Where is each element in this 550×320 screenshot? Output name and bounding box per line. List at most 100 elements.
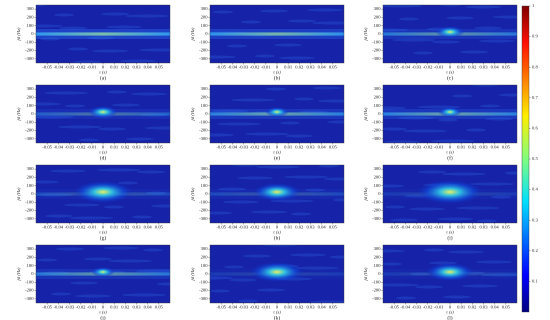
speckle: [97, 168, 141, 172]
y-axis-label: fd (Hz): [190, 27, 195, 40]
y-tick-label: 200: [201, 14, 209, 19]
y-tick-label: -100: [372, 199, 381, 204]
colorbar-tick-label: 1: [532, 3, 535, 8]
y-tick-label: 0: [31, 271, 34, 276]
speckle: [36, 24, 63, 28]
speckle: [126, 137, 154, 141]
y-tick-label: -200: [25, 208, 34, 213]
speckle: [399, 17, 419, 21]
y-tick-label: 300: [374, 86, 382, 91]
speckle: [318, 99, 344, 103]
x-axis-label: τ (s): [99, 310, 107, 315]
speckle: [470, 182, 514, 186]
speckle: [260, 9, 288, 13]
x-tick-label: 0.01: [457, 65, 466, 70]
x-tick-label: 0.03: [479, 225, 488, 230]
x-tick-label: -0.05: [42, 305, 52, 310]
speckle: [413, 51, 433, 55]
x-tick-label: -0.04: [228, 145, 238, 150]
x-tick-label: -0.01: [87, 225, 97, 230]
blob: [91, 267, 115, 277]
speckle: [307, 8, 343, 12]
y-tick-label: -300: [199, 296, 208, 301]
x-tick-label: -0.05: [42, 225, 52, 230]
x-tick-label: 0: [102, 305, 105, 310]
x-tick-label: 0.03: [479, 65, 488, 70]
y-tick-label: 0: [378, 271, 381, 276]
panel: -0.05 -0.04 -0.03 -0.02 -0.01 0 0.01 0.02 0.03 0.…: [363, 244, 518, 320]
speckle: [415, 285, 443, 289]
panel-caption: (h): [274, 234, 281, 241]
y-tick-label: 300: [374, 6, 382, 11]
heatmap: [36, 245, 170, 303]
x-tick-label: -0.03: [239, 145, 249, 150]
x-tick-label: 0.03: [132, 145, 141, 150]
y-tick-label: -300: [199, 56, 208, 61]
speckle: [476, 260, 512, 264]
x-axis-label: τ (s): [446, 230, 454, 235]
speckle: [101, 12, 129, 16]
x-tick-label: 0.01: [110, 225, 119, 230]
x-tick-label: -0.05: [42, 145, 52, 150]
speckle: [491, 195, 511, 199]
x-tick-label: -0.05: [216, 65, 226, 70]
x-tick-label: 0.04: [144, 145, 153, 150]
panel-caption: (k): [274, 314, 281, 320]
x-tick-label: 0.02: [468, 65, 477, 70]
x-tick-label: -0.04: [228, 305, 238, 310]
x-tick-label: 0.04: [318, 305, 327, 310]
x-tick-label: -0.05: [389, 145, 399, 150]
speckle: [217, 122, 261, 126]
y-tick-label: 300: [374, 246, 382, 251]
speckle: [403, 129, 447, 133]
y-tick-label: 0: [378, 191, 381, 196]
x-tick-label: -0.03: [412, 65, 422, 70]
speckle: [390, 218, 418, 222]
speckle: [118, 181, 138, 185]
speckle: [70, 281, 98, 285]
x-tick-label: 0.01: [284, 225, 293, 230]
x-tick-label: -0.05: [216, 145, 226, 150]
x-tick-label: 0.03: [132, 305, 141, 310]
speckle: [443, 295, 471, 299]
y-tick-label: -300: [199, 216, 208, 221]
heatmap: [383, 5, 517, 63]
x-tick-label: 0.01: [457, 305, 466, 310]
speckle: [312, 21, 344, 25]
x-tick-label: -0.05: [389, 305, 399, 310]
speckle: [474, 26, 502, 30]
colorbar-tick-label: 0.7: [532, 95, 538, 100]
x-tick-label: 0.05: [329, 305, 338, 310]
speckle: [256, 165, 300, 169]
x-tick-label: -0.05: [389, 65, 399, 70]
speckle: [69, 216, 113, 220]
x-tick-label: -0.01: [261, 305, 271, 310]
speckle: [213, 10, 233, 14]
speckle: [210, 133, 234, 137]
speckle: [438, 118, 458, 122]
y-tick-label: -100: [199, 279, 208, 284]
speckle: [383, 106, 406, 110]
panel: -0.05 -0.04 -0.03 -0.02 -0.01 0 0.01 0.02 0.03 0.…: [16, 4, 171, 81]
y-tick-label: 300: [374, 166, 382, 171]
speckle: [493, 15, 517, 19]
x-tick-label: 0.05: [502, 65, 511, 70]
x-tick-label: -0.02: [423, 225, 433, 230]
x-tick-label: -0.03: [239, 225, 249, 230]
y-tick-label: 200: [201, 254, 209, 259]
speckle: [424, 248, 444, 252]
x-tick-label: 0: [449, 225, 452, 230]
speckle: [288, 19, 316, 23]
y-axis-label: fd (Hz): [363, 27, 368, 40]
x-tick-label: 0.05: [155, 225, 164, 230]
speckle: [98, 127, 126, 131]
panel-caption: (g): [100, 234, 107, 241]
speckle: [448, 250, 484, 254]
x-tick-label: 0.04: [144, 225, 153, 230]
y-tick-label: -300: [372, 216, 381, 221]
y-tick-label: 200: [27, 254, 35, 259]
speckle: [122, 293, 166, 297]
x-axis-label: τ (s): [273, 310, 281, 315]
y-tick-label: 100: [201, 183, 209, 188]
